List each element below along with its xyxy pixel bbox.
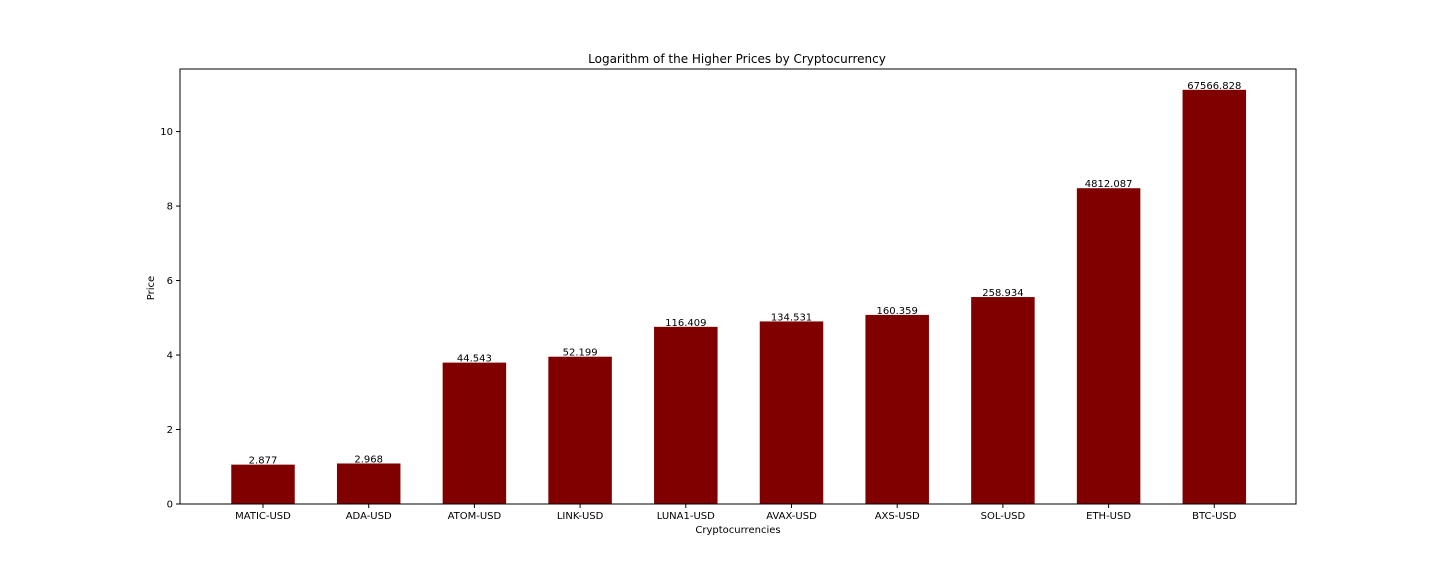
x-axis: MATIC-USD ADA-USD ATOM-USD LINK-USD LUNA1-US…: [235, 504, 1237, 522]
bar-value-label-link-usd: 52.199: [563, 348, 598, 359]
bar-labels-group: 2.877 2.968 44.543 52.199 116.409 134.531 160.…: [249, 81, 1242, 467]
bar-value-label-atom-usd: 44.543: [457, 354, 492, 365]
x-tick-label-avax-usd: AVAX-USD: [766, 511, 817, 522]
y-tick-label-8: 8: [167, 202, 173, 213]
bar-ada-usd: [336, 463, 401, 504]
bar-eth-usd: [1076, 188, 1141, 504]
y-tick-label-6: 6: [167, 276, 173, 287]
bar-atom-usd: [442, 362, 507, 504]
x-tick-label-btc-usd: BTC-USD: [1192, 511, 1237, 522]
y-axis: 0 2 4 6 8 10: [160, 127, 180, 511]
y-axis-title: Price: [146, 276, 157, 300]
bar-value-label-ada-usd: 2.968: [354, 454, 383, 465]
x-tick-label-axs-usd: AXS-USD: [875, 511, 920, 522]
bar-axs-usd: [865, 314, 929, 504]
plot-frame: [179, 68, 1297, 505]
x-tick-label-ada-usd: ADA-USD: [346, 511, 392, 522]
y-tick-label-0: 0: [167, 500, 173, 511]
bar-value-label-btc-usd: 67566.828: [1187, 81, 1241, 92]
bar-luna1-usd: [654, 326, 718, 504]
y-tick-label-4: 4: [167, 351, 173, 362]
bar-avax-usd: [759, 321, 824, 504]
bar-value-label-eth-usd: 4812.087: [1085, 179, 1133, 190]
x-tick-label-eth-usd: ETH-USD: [1086, 511, 1131, 522]
bar-btc-usd: [1182, 89, 1247, 505]
x-tick-label-link-usd: LINK-USD: [557, 511, 604, 522]
x-axis-title: Cryptocurrencies: [695, 525, 780, 536]
x-tick-label-atom-usd: ATOM-USD: [448, 511, 502, 522]
x-tick-label-luna1-usd: LUNA1-USD: [657, 511, 715, 522]
y-tick-label-10: 10: [160, 127, 173, 138]
bar-value-label-sol-usd: 258.934: [982, 288, 1023, 299]
bar-sol-usd: [971, 297, 1035, 504]
bar-value-label-avax-usd: 134.531: [771, 312, 812, 323]
y-tick-label-2: 2: [167, 425, 173, 436]
chart-title: Logarithm of the Higher Prices by Crypto…: [588, 52, 886, 66]
bar-value-label-luna1-usd: 116.409: [665, 318, 706, 329]
bar-value-label-axs-usd: 160.359: [877, 306, 918, 317]
x-tick-label-sol-usd: SOL-USD: [981, 511, 1026, 522]
bars-group: [231, 89, 1247, 505]
bar-matic-usd: [231, 464, 295, 504]
bar-link-usd: [548, 356, 612, 504]
x-tick-label-matic-usd: MATIC-USD: [235, 511, 291, 522]
bar-value-label-matic-usd: 2.877: [249, 456, 278, 467]
